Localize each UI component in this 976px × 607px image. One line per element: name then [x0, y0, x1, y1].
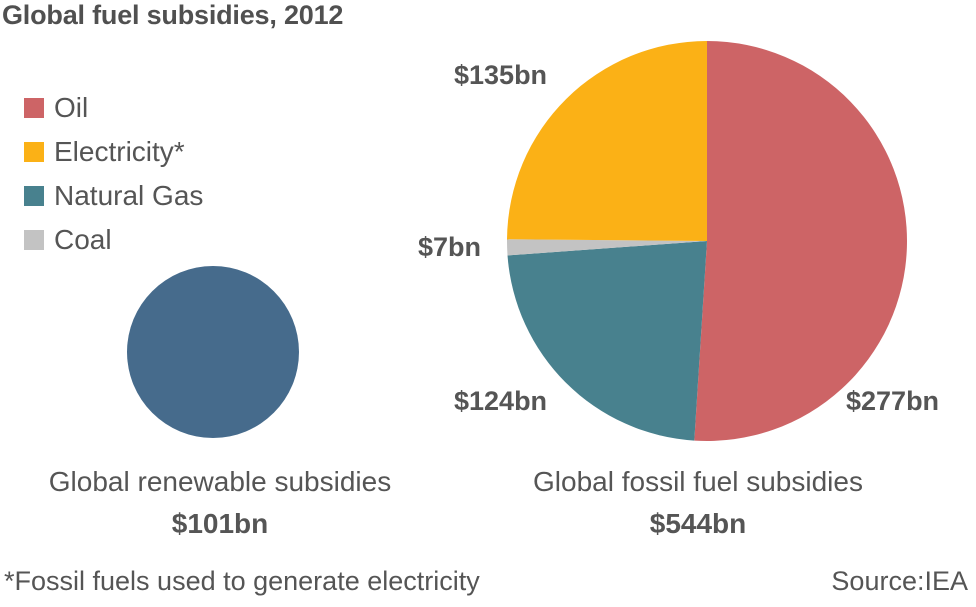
- natural-gas-slice: [507, 241, 707, 441]
- legend-item-electricity: Electricity*: [24, 130, 203, 174]
- renewable-caption: Global renewable subsidies: [48, 466, 392, 497]
- electricity-swatch-icon: [24, 142, 44, 162]
- chart-title: Global fuel subsidies, 2012: [2, 0, 344, 30]
- fossil-total: $544bn: [649, 508, 747, 539]
- legend-label: Coal: [54, 224, 112, 255]
- coal-value-label: $7bn: [418, 232, 482, 262]
- coal-slice: [507, 239, 707, 256]
- legend-item-oil: Oil: [24, 86, 203, 130]
- natural-gas-swatch-icon: [24, 186, 44, 206]
- legend-label: Oil: [54, 92, 89, 123]
- legend-label: Natural Gas: [54, 180, 204, 211]
- electricity-slice: [507, 41, 707, 241]
- renewable-circle: [127, 266, 299, 438]
- legend: Oil Electricity* Natural Gas Coal: [24, 86, 203, 262]
- legend-item-coal: Coal: [24, 218, 203, 262]
- oil-swatch-icon: [24, 98, 44, 118]
- legend-label: Electricity*: [54, 136, 185, 167]
- natural-gas-value-label: $124bn: [454, 386, 548, 416]
- fossil-pie: [507, 41, 908, 442]
- source-credit: Source:IEA: [831, 566, 968, 596]
- renewable-total: $101bn: [171, 508, 269, 539]
- oil-slice: [694, 41, 908, 442]
- legend-item-natural-gas: Natural Gas: [24, 174, 203, 218]
- fossil-caption: Global fossil fuel subsidies: [533, 466, 863, 497]
- coal-swatch-icon: [24, 230, 44, 250]
- footnote: *Fossil fuels used to generate electrici…: [4, 566, 480, 596]
- oil-value-label: $277bn: [846, 386, 940, 416]
- electricity-value-label: $135bn: [454, 60, 548, 90]
